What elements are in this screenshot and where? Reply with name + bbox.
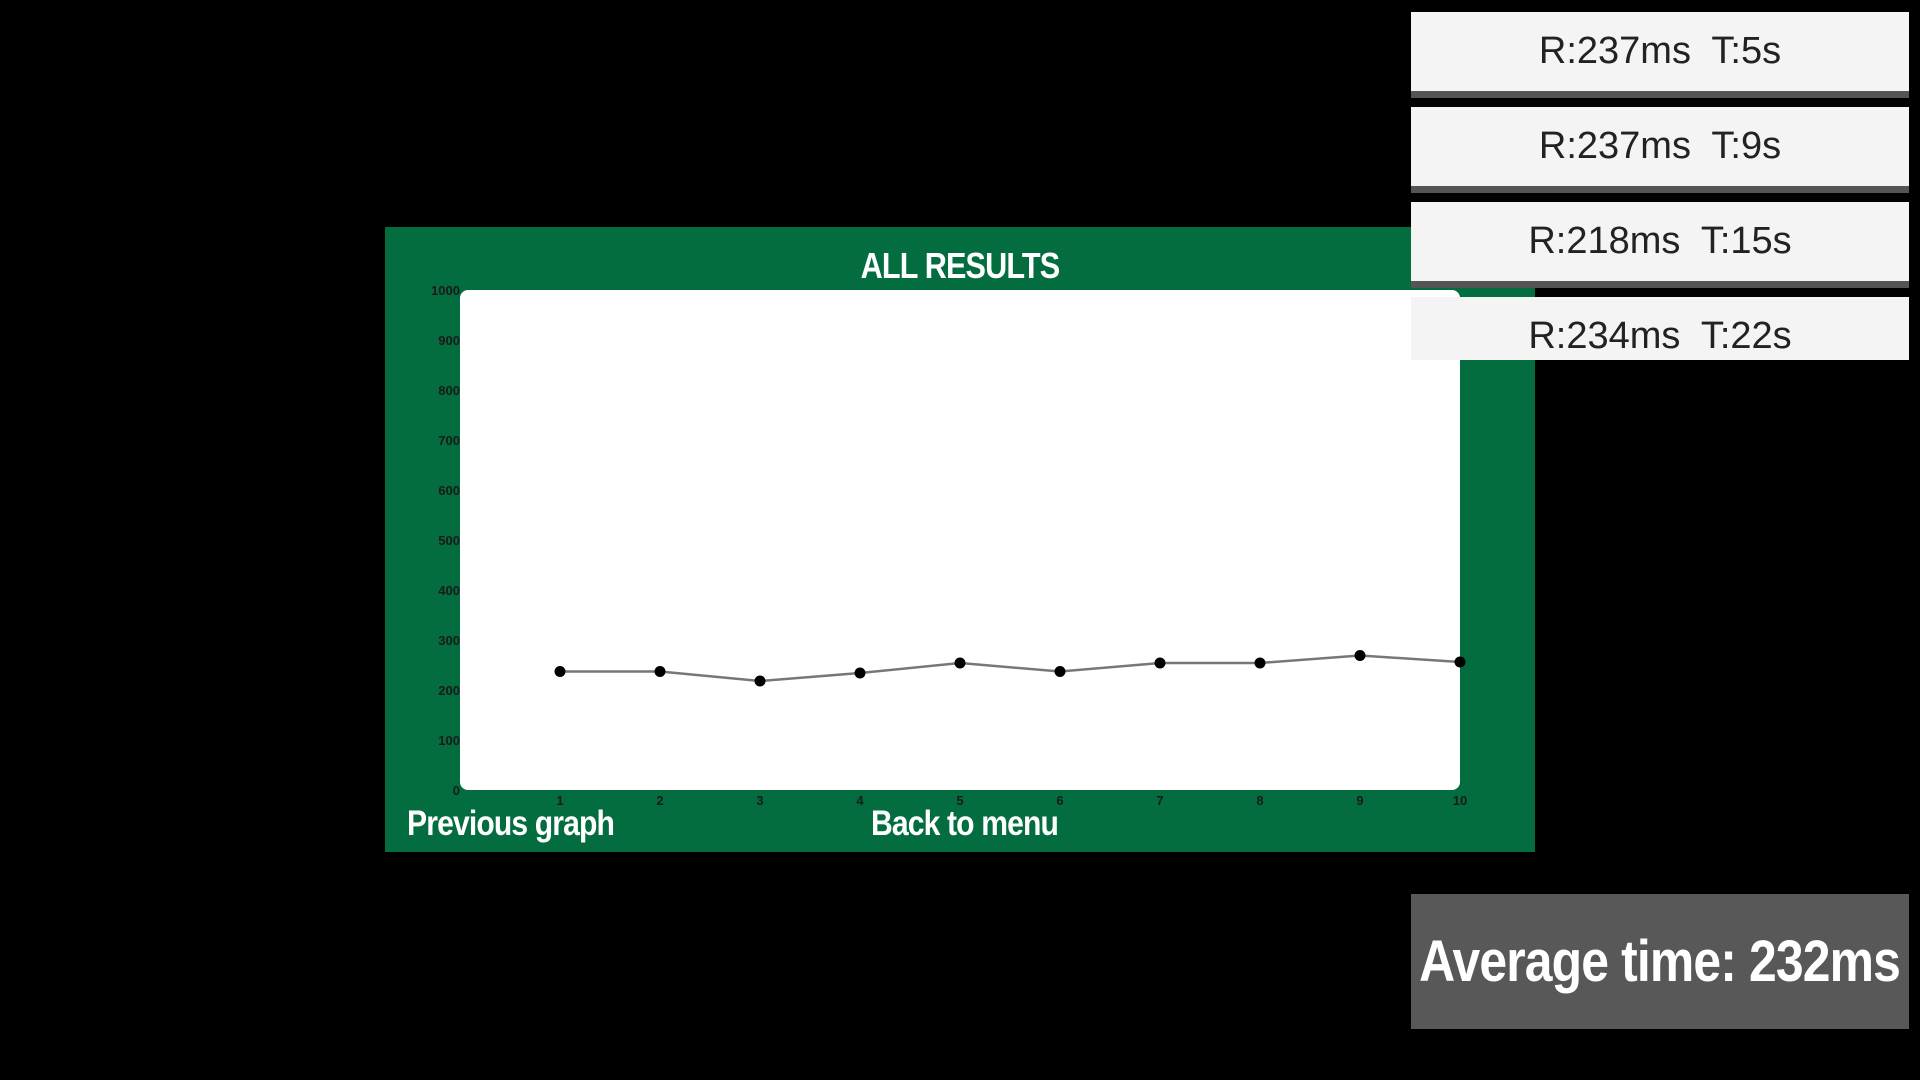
- y-tick-label: 700: [438, 433, 460, 448]
- series-line: [560, 654, 1461, 683]
- data-point: [754, 675, 766, 687]
- results-line-chart: 0 100 200 300 400 500 600 700 800 900 1000 1 2 3 4 5 6 7 8…: [431, 283, 1467, 808]
- y-tick-label: 1000: [431, 283, 460, 298]
- y-tick-label: 200: [438, 683, 460, 698]
- data-point: [1254, 657, 1266, 669]
- result-item: R:237ms T:9s: [1411, 107, 1909, 193]
- x-tick-label: 10: [1453, 793, 1467, 808]
- y-tick-label: 400: [438, 583, 460, 598]
- data-point: [1454, 656, 1466, 668]
- result-item: R:218ms T:15s: [1411, 202, 1909, 288]
- data-point: [554, 666, 566, 677]
- average-time-box: Average time: 232ms: [1411, 894, 1909, 1029]
- x-tick-label: 3: [756, 793, 763, 808]
- data-point: [854, 667, 866, 679]
- y-tick-label: 100: [438, 733, 460, 748]
- data-point: [954, 657, 966, 669]
- y-tick-label: 600: [438, 483, 460, 498]
- x-tick-label: 7: [1156, 793, 1163, 808]
- data-point: [654, 666, 666, 677]
- y-tick-label: 900: [438, 333, 460, 348]
- x-tick-label: 6: [1056, 793, 1063, 808]
- x-tick-label: 9: [1356, 793, 1363, 808]
- data-point: [1054, 666, 1066, 677]
- y-tick-label: 0: [453, 783, 460, 798]
- y-tick-label: 300: [438, 633, 460, 648]
- data-point: [1354, 650, 1366, 661]
- x-tick-label: 2: [656, 793, 663, 808]
- back-to-menu-button[interactable]: Back to menu: [871, 804, 1059, 843]
- average-time-label: Average time: 232ms: [1419, 929, 1902, 994]
- result-item: R:234ms T:22s: [1411, 297, 1909, 360]
- y-tick-label: 800: [438, 383, 460, 398]
- previous-graph-button[interactable]: Previous graph: [407, 804, 615, 843]
- panel-title: ALL RESULTS: [860, 245, 1060, 286]
- x-tick-label: 4: [856, 793, 864, 808]
- result-item: R:237ms T:5s: [1411, 12, 1909, 98]
- data-point: [1154, 657, 1166, 669]
- y-tick-label: 500: [438, 533, 460, 548]
- x-tick-label: 1: [556, 793, 563, 808]
- results-list[interactable]: R:237ms T:5s R:237ms T:9s R:218ms T:15s …: [1411, 12, 1909, 360]
- chart-area: [460, 290, 1460, 790]
- x-tick-label: 5: [956, 793, 963, 808]
- results-graph-panel: ALL RESULTS 0 100 200 300 400 500 600 700 800 900…: [385, 227, 1535, 852]
- x-tick-label: 8: [1256, 793, 1263, 808]
